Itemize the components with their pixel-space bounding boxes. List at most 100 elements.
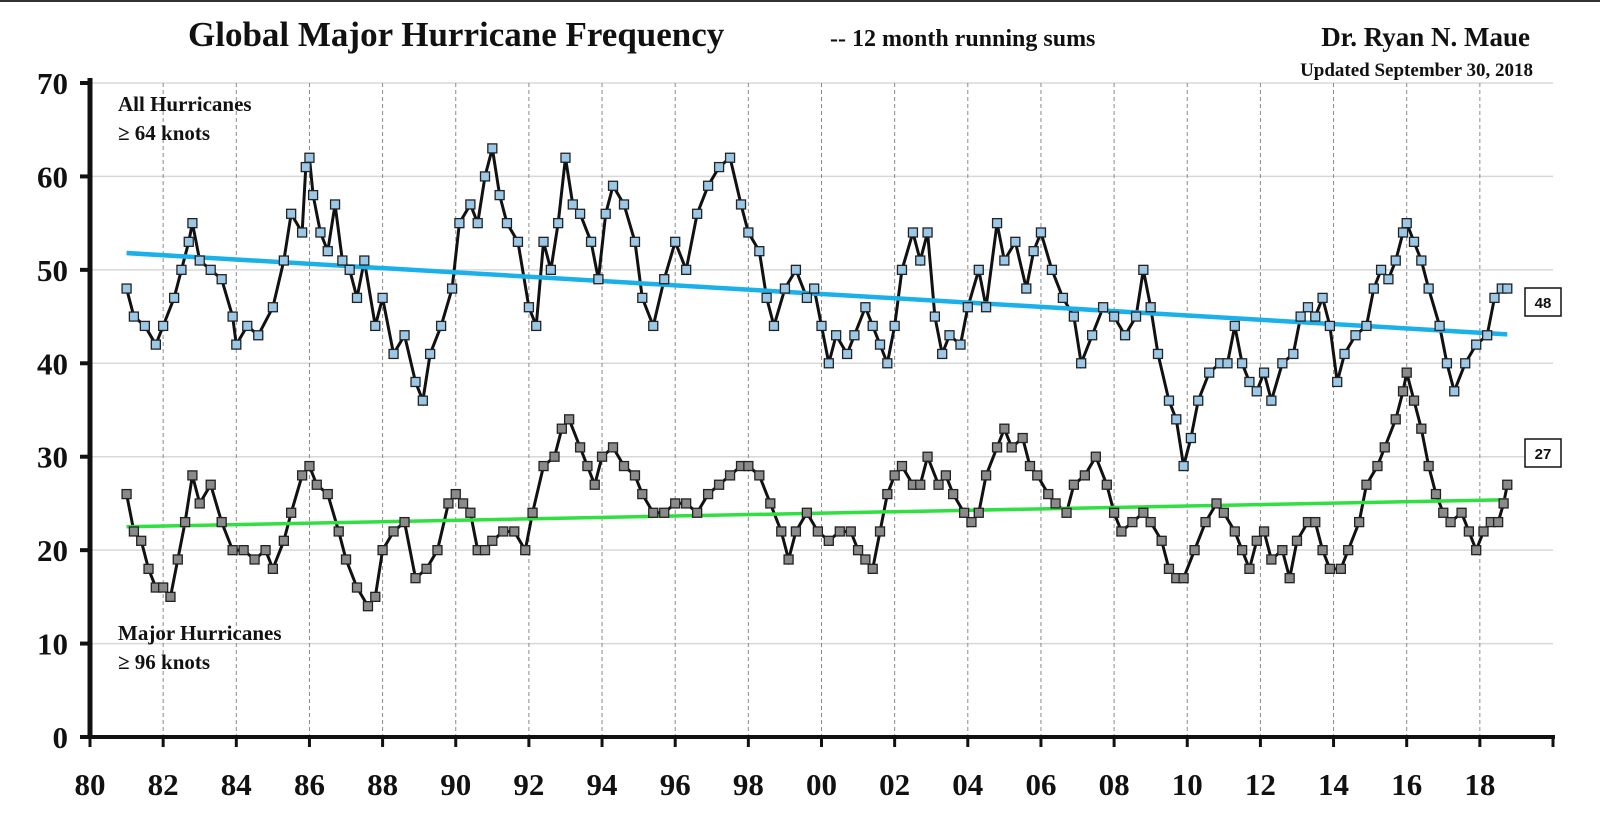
all-hurricanes-marker <box>296 227 308 238</box>
all-hurricanes-marker <box>1482 330 1493 341</box>
all-hurricanes-marker <box>501 217 513 229</box>
all-hurricanes-marker <box>670 236 681 247</box>
all-hurricanes-marker <box>907 227 919 238</box>
major-hurricanes-marker <box>991 442 1003 453</box>
all-hurricanes-marker <box>1350 330 1361 341</box>
all-hurricanes-marker <box>823 358 834 369</box>
all-hurricanes-marker <box>1339 348 1350 360</box>
all-hurricanes-marker <box>882 358 893 369</box>
x-tick-label: 06 <box>1025 767 1056 802</box>
major-hurricanes-marker <box>681 498 692 509</box>
major-hurricanes-marker <box>556 423 567 434</box>
y-tick-label: 10 <box>37 627 68 662</box>
all-hurricanes-marker <box>446 283 458 294</box>
major-hurricanes-marker <box>340 554 352 565</box>
all-hurricanes-marker <box>315 227 326 238</box>
major-hurricanes-marker <box>1284 573 1295 584</box>
major-hurricanes-marker <box>1244 563 1255 574</box>
major-hurricanes-marker <box>889 470 900 481</box>
all-hurricanes-marker <box>1489 292 1500 304</box>
major-hurricanes-marker <box>351 582 363 593</box>
all-hurricanes-marker <box>1236 358 1248 369</box>
all-hurricanes-marker <box>1449 386 1460 397</box>
major-hurricanes-marker <box>450 488 461 500</box>
all-hurricanes-marker <box>1244 376 1255 388</box>
x-tick-label: 14 <box>1318 767 1349 802</box>
major-hurricanes-marker <box>852 544 864 556</box>
x-tick-label: 94 <box>587 767 618 802</box>
all-hurricanes-marker <box>860 302 871 313</box>
all-hurricanes-marker <box>874 339 886 350</box>
all-hurricanes-marker <box>681 264 692 276</box>
all-hurricanes-marker <box>370 320 381 332</box>
major-hurricanes-marker <box>377 544 388 556</box>
major-hurricanes-marker <box>999 423 1010 434</box>
y-tick-label: 40 <box>37 346 68 381</box>
major-hurricanes-marker <box>1200 516 1211 528</box>
all-hurricanes-marker <box>465 199 476 210</box>
all-hurricanes-marker <box>962 302 973 313</box>
major-last-value-box <box>1524 438 1562 468</box>
all-hurricanes-marker <box>351 292 363 304</box>
major-hurricanes-marker <box>296 470 308 481</box>
major-hurricanes-marker <box>691 507 703 518</box>
all-hurricanes-marker <box>841 348 853 360</box>
all-hurricanes-marker <box>388 348 399 360</box>
major-hurricanes-marker <box>1108 507 1120 518</box>
major-hurricanes-marker <box>128 526 140 537</box>
major-hurricanes-marker <box>1138 507 1149 518</box>
major-hurricanes-marker <box>973 507 984 518</box>
major-last-value: 27 <box>1535 446 1552 463</box>
all-hurricanes-marker <box>410 376 421 388</box>
x-tick-label: 08 <box>1099 767 1130 802</box>
major-hurricanes-marker <box>980 470 992 481</box>
major-hurricanes-marker <box>260 544 271 556</box>
all-hurricanes-marker <box>1010 236 1021 247</box>
major-hurricanes-marker <box>278 535 289 546</box>
x-tick-label: 16 <box>1391 767 1422 802</box>
major-hurricanes-marker <box>487 535 498 546</box>
all-hurricanes-marker <box>691 208 703 219</box>
y-tick-label: 20 <box>37 533 68 568</box>
major-hurricanes-marker <box>249 554 260 565</box>
x-tick-label: 98 <box>733 767 764 802</box>
major-hurricanes-marker <box>582 460 593 472</box>
all-hurricanes-marker <box>216 274 227 285</box>
major-hurricanes-marker <box>410 573 421 584</box>
all-hurricanes-marker <box>1229 320 1240 332</box>
major-hurricanes-marker <box>121 488 132 500</box>
major-hurricanes-marker <box>1178 573 1189 584</box>
major-hurricanes-marker <box>933 479 944 490</box>
all-hurricanes-marker <box>454 217 465 229</box>
major-hurricanes-marker <box>179 516 191 528</box>
major-hurricanes-marker <box>589 479 600 490</box>
major-hurricanes-marker <box>399 516 410 528</box>
major-hurricanes-marker <box>1498 498 1509 509</box>
major-hurricanes-marker <box>670 498 681 509</box>
updated-label: Updated September 30, 2018 <box>1300 60 1533 81</box>
all-hurricanes-marker <box>183 236 194 247</box>
all-hurricanes-marker <box>231 339 242 350</box>
all-hurricanes-marker <box>896 264 908 276</box>
all-hurricanes-marker <box>150 339 161 350</box>
x-tick-label: 04 <box>952 767 983 802</box>
major-hurricanes-marker <box>823 535 834 546</box>
all-hurricanes-marker <box>479 171 491 182</box>
all-hurricanes-marker <box>377 292 388 304</box>
all-hurricanes-threshold: ≥ 64 knots <box>118 121 210 145</box>
all-hurricanes-marker <box>809 283 820 294</box>
y-tick-label: 70 <box>37 66 68 101</box>
all-hurricanes-marker <box>242 320 253 332</box>
all-hurricanes-marker <box>754 246 765 257</box>
y-tick-label: 50 <box>37 253 68 288</box>
all-hurricanes-marker <box>980 302 992 313</box>
all-hurricanes-marker <box>659 274 670 285</box>
all-hurricanes-marker <box>955 339 966 350</box>
all-hurricanes-marker <box>713 161 725 173</box>
major-hurricanes-marker <box>1317 544 1328 556</box>
all-hurricanes-marker <box>768 320 780 332</box>
all-hurricanes-marker <box>1057 292 1069 304</box>
major-hurricanes-marker <box>1471 544 1482 556</box>
all-hurricanes-marker <box>1368 283 1379 294</box>
all-hurricanes-marker <box>648 320 659 332</box>
